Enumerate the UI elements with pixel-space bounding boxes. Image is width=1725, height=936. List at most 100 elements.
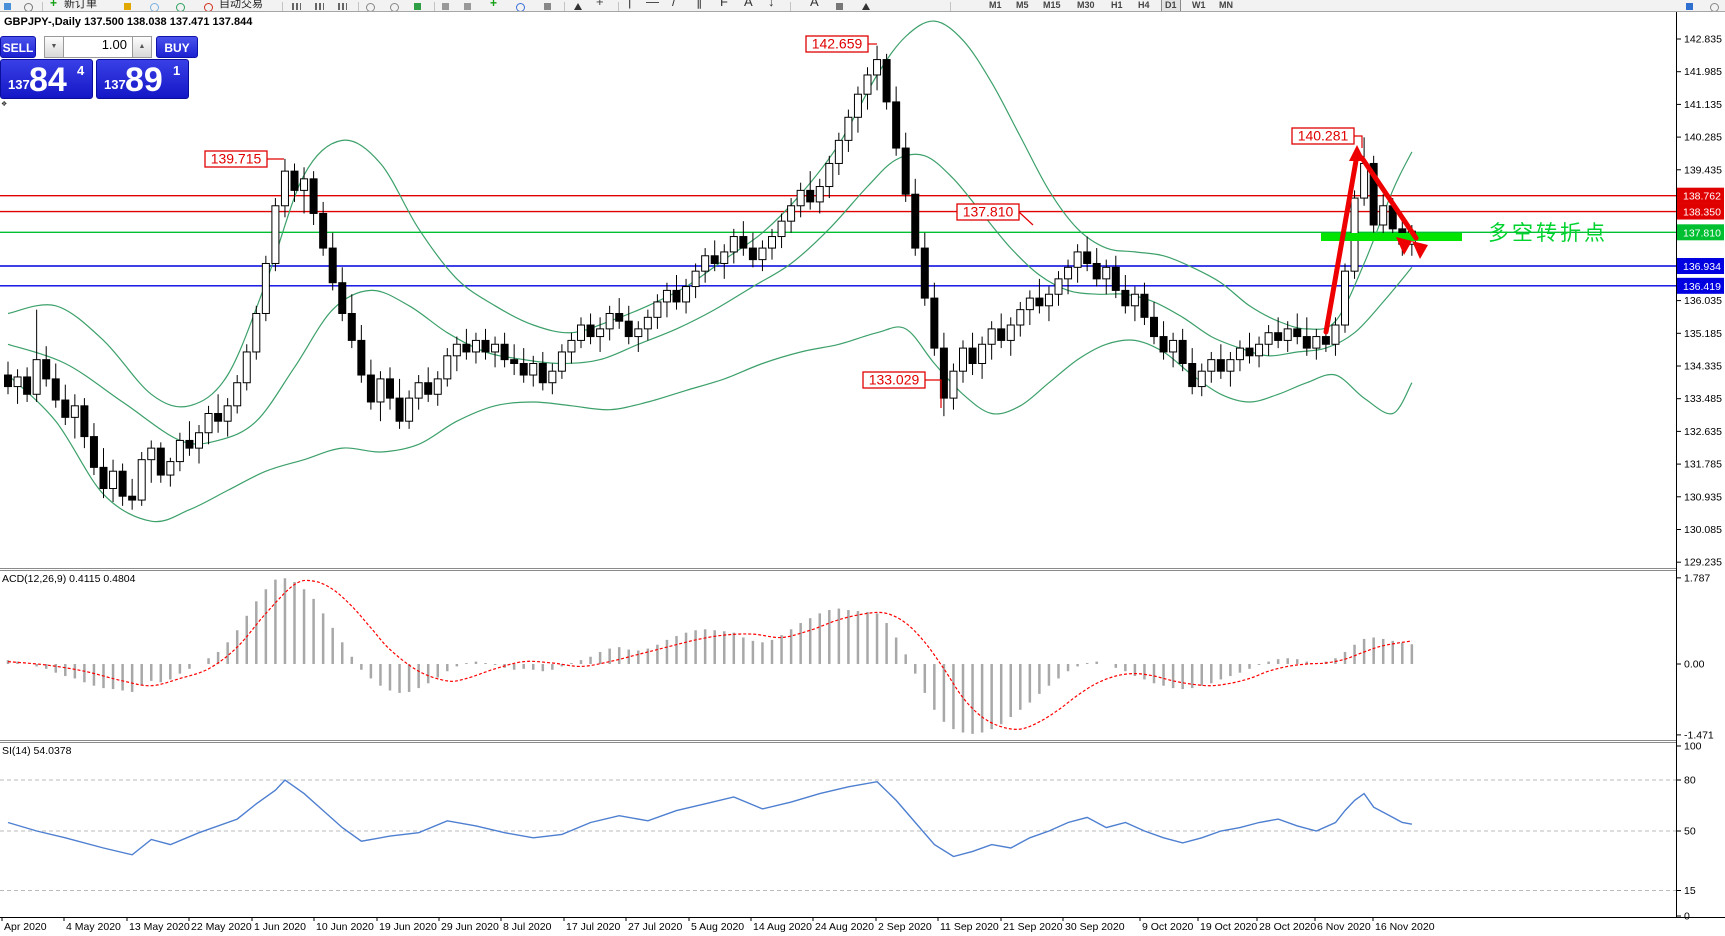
- pivot-annotation-text[interactable]: 多空转折点: [1488, 222, 1608, 245]
- annotation-price-text: 133.029: [869, 372, 920, 388]
- candle-body: [901, 147, 910, 195]
- text-label-icon[interactable]: A: [810, 0, 819, 9]
- price-tick-label: 132.635: [1684, 426, 1722, 438]
- pivot-zone-bar[interactable]: [1321, 233, 1462, 241]
- candle-body: [1092, 262, 1101, 280]
- sell-button[interactable]: SELL: [0, 36, 36, 58]
- candle-body: [920, 247, 929, 299]
- date-label: 13 May 2020: [129, 921, 190, 933]
- candle-body: [892, 101, 901, 149]
- price-tick-label: 140.285: [1684, 132, 1722, 144]
- rsi-tick-label: 50: [1684, 826, 1696, 838]
- autotrade-icon[interactable]: [204, 3, 213, 11]
- sell-price-prefix: 137: [8, 77, 30, 92]
- arrows-icon[interactable]: ↓: [768, 0, 775, 9]
- annotation-price-box[interactable]: [204, 150, 268, 168]
- candle-body: [605, 312, 614, 330]
- candle-chart-icon[interactable]: [315, 3, 324, 10]
- timeframe-m30-button[interactable]: M30: [1077, 0, 1095, 10]
- crosshair-icon[interactable]: +: [596, 0, 604, 9]
- chat-icon[interactable]: [1710, 3, 1719, 11]
- chart-window-icon[interactable]: [544, 3, 551, 10]
- price-tick-label: 141.135: [1684, 99, 1722, 111]
- vline-icon[interactable]: |: [628, 0, 632, 9]
- macd-signal-line: [7, 579, 1412, 730]
- bar-chart-icon[interactable]: [292, 3, 301, 10]
- candle-body: [1226, 359, 1235, 372]
- cursor-icon[interactable]: [574, 3, 582, 10]
- rsi-line: [7, 779, 1413, 858]
- annotation-connector: [1354, 135, 1363, 148]
- zoom-in-icon[interactable]: [366, 3, 375, 11]
- date-label: 10 Jun 2020: [316, 921, 374, 933]
- candle-body: [959, 347, 967, 372]
- rsi-indicator-label: SI(14) 54.0378: [2, 745, 72, 757]
- candle-body: [424, 382, 433, 395]
- timeframe-h1-button[interactable]: H1: [1111, 0, 1123, 10]
- zoom-page-icon[interactable]: [24, 3, 33, 11]
- trend-up-line[interactable]: [1323, 152, 1360, 335]
- add-indicator-icon[interactable]: +: [490, 0, 498, 10]
- volume-input[interactable]: 1.00: [63, 36, 133, 58]
- candle-body: [586, 324, 595, 338]
- candle-body: [548, 370, 557, 384]
- template-icon[interactable]: [464, 3, 471, 10]
- arrow-tool-icon[interactable]: [862, 3, 870, 10]
- price-tick-label: 133.485: [1684, 393, 1722, 405]
- annotation-price-box[interactable]: [1291, 127, 1355, 145]
- volume-up-button[interactable]: ▲: [132, 36, 152, 58]
- timeframe-m5-button[interactable]: M5: [1016, 0, 1029, 10]
- timeframe-mn-button[interactable]: MN: [1219, 0, 1233, 10]
- candle-body: [882, 59, 891, 103]
- candle-body: [471, 339, 480, 353]
- candle-body: [338, 282, 347, 314]
- trendline-icon[interactable]: /: [672, 0, 676, 9]
- auto-trading-label[interactable]: 自动交易: [219, 0, 263, 10]
- timeframe-m1-button[interactable]: M1: [989, 0, 1002, 10]
- zoom-out-icon[interactable]: [390, 3, 399, 11]
- fibo-icon[interactable]: F: [720, 0, 728, 9]
- indicators-icon[interactable]: [414, 3, 421, 10]
- price-axis-area[interactable]: [1676, 11, 1725, 917]
- community-icon[interactable]: [1686, 3, 1693, 10]
- trend-down-line[interactable]: [1359, 155, 1419, 241]
- new-order-label[interactable]: 新订单: [64, 0, 97, 10]
- candle-body: [1044, 293, 1053, 307]
- period-icon[interactable]: [516, 3, 525, 11]
- text-icon[interactable]: A: [744, 0, 753, 9]
- candle-body: [634, 328, 643, 338]
- candle-body: [978, 343, 987, 364]
- timeframe-w1-button[interactable]: W1: [1192, 0, 1206, 10]
- toolbar: + 新订单 自动交易 + + | — / ∥ F A ↓ A M1 M5 M15 M30 H1 H4 D1 W1 MN: [0, 0, 1725, 12]
- one-click-trade-panel: SELL ▼ 1.00 ▲ BUY 137 84 4 137 89 1: [0, 34, 200, 102]
- candle-body: [557, 351, 566, 372]
- timeframe-m15-button[interactable]: M15: [1043, 0, 1061, 10]
- price-alert-icon[interactable]: [124, 3, 131, 10]
- timeframe-d1-button[interactable]: D1: [1161, 0, 1181, 11]
- globe-icon[interactable]: [176, 3, 185, 11]
- volume-down-button[interactable]: ▼: [44, 36, 64, 58]
- line-chart-icon[interactable]: [338, 3, 347, 10]
- new-order-icon[interactable]: +: [50, 0, 58, 10]
- chart-shift-icon[interactable]: [4, 3, 11, 10]
- candle-body: [1341, 270, 1349, 326]
- annotation-price-box[interactable]: [956, 203, 1020, 221]
- date-label: 27 Jul 2020: [628, 921, 682, 933]
- buy-button[interactable]: BUY: [156, 36, 198, 58]
- cloud-icon[interactable]: [150, 3, 159, 11]
- channel-icon[interactable]: ∥: [696, 0, 703, 9]
- annotation-price-box[interactable]: [805, 35, 869, 53]
- annotation-price-box[interactable]: [862, 371, 926, 389]
- sell-price-panel[interactable]: 137 84 4: [0, 59, 93, 99]
- rsi-tick-label: 80: [1684, 775, 1696, 787]
- timeframe-h4-button[interactable]: H4: [1138, 0, 1150, 10]
- profile-icon[interactable]: [442, 3, 449, 10]
- buy-price-panel[interactable]: 137 89 1: [96, 59, 189, 99]
- candle-body: [643, 316, 652, 330]
- hline-icon[interactable]: —: [646, 0, 659, 9]
- candle-body: [1293, 328, 1302, 338]
- date-label: 28 Oct 2020: [1259, 921, 1316, 933]
- shapes-icon[interactable]: [836, 3, 843, 10]
